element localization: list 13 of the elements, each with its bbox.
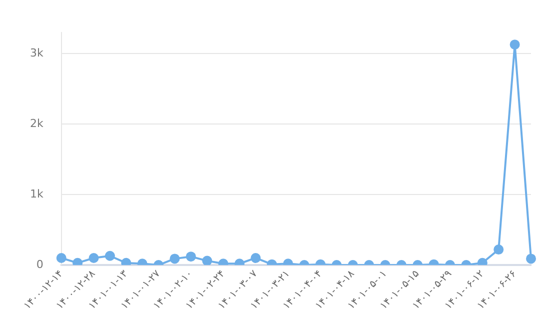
- point: [250, 252, 261, 263]
- y-tick-label: 2k: [30, 117, 44, 130]
- y-tick-label: 1k: [30, 187, 44, 200]
- point: [56, 252, 66, 263]
- point: [202, 256, 212, 266]
- point: [477, 258, 488, 266]
- y-tick-label: 0: [36, 258, 44, 271]
- point: [121, 258, 132, 266]
- point: [104, 250, 115, 261]
- y-tick-label: 3k: [30, 46, 44, 60]
- point: [88, 252, 99, 263]
- point: [510, 40, 520, 50]
- point: [72, 258, 83, 266]
